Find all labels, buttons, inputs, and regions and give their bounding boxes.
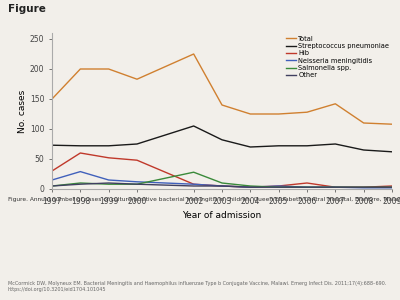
Salmonella spp. bbox=[248, 184, 253, 188]
Other bbox=[390, 185, 394, 189]
Salmonella spp. bbox=[78, 181, 83, 185]
Neisseria meningitidis bbox=[333, 185, 338, 189]
Total bbox=[78, 67, 83, 71]
Streptococcus pneumoniae bbox=[248, 145, 253, 149]
Hib bbox=[50, 169, 54, 173]
Total bbox=[106, 67, 111, 71]
Line: Neisseria meningitidis: Neisseria meningitidis bbox=[52, 172, 392, 188]
X-axis label: Year of admission: Year of admission bbox=[182, 211, 262, 220]
Streptococcus pneumoniae bbox=[134, 142, 140, 146]
Total bbox=[361, 121, 366, 125]
Line: Streptococcus pneumoniae: Streptococcus pneumoniae bbox=[52, 126, 392, 152]
Salmonella spp. bbox=[134, 182, 140, 186]
Hib bbox=[78, 151, 83, 155]
Total bbox=[333, 102, 338, 106]
Streptococcus pneumoniae bbox=[333, 142, 338, 146]
Hib bbox=[248, 185, 253, 189]
Other bbox=[305, 185, 310, 189]
Other bbox=[134, 182, 140, 186]
Total bbox=[276, 112, 281, 116]
Neisseria meningitidis bbox=[361, 186, 366, 190]
Neisseria meningitidis bbox=[220, 184, 224, 188]
Hib bbox=[390, 184, 394, 188]
Line: Hib: Hib bbox=[52, 153, 392, 187]
Total bbox=[305, 110, 310, 114]
Total bbox=[191, 52, 196, 56]
Salmonella spp. bbox=[50, 184, 54, 188]
Total bbox=[220, 103, 224, 107]
Text: Figure. Annual number of cases of culture-positive bacterial meningitis in child: Figure. Annual number of cases of cultur… bbox=[8, 196, 400, 202]
Neisseria meningitidis bbox=[276, 184, 281, 188]
Hib bbox=[134, 158, 140, 162]
Other bbox=[106, 181, 111, 185]
Neisseria meningitidis bbox=[305, 185, 310, 189]
Salmonella spp. bbox=[333, 185, 338, 189]
Salmonella spp. bbox=[390, 185, 394, 189]
Neisseria meningitidis bbox=[191, 182, 196, 186]
Line: Other: Other bbox=[52, 183, 392, 187]
Neisseria meningitidis bbox=[50, 178, 54, 182]
Total bbox=[248, 112, 253, 116]
Hib bbox=[220, 184, 224, 188]
Hib bbox=[333, 185, 338, 189]
Salmonella spp. bbox=[361, 185, 366, 189]
Total bbox=[50, 97, 54, 101]
Hib bbox=[276, 184, 281, 188]
Neisseria meningitidis bbox=[248, 185, 253, 189]
Streptococcus pneumoniae bbox=[191, 124, 196, 128]
Other bbox=[361, 185, 366, 189]
Salmonella spp. bbox=[191, 170, 196, 174]
Salmonella spp. bbox=[276, 185, 281, 189]
Hib bbox=[191, 182, 196, 186]
Total bbox=[134, 77, 140, 81]
Streptococcus pneumoniae bbox=[305, 144, 310, 148]
Y-axis label: No. cases: No. cases bbox=[18, 89, 27, 133]
Salmonella spp. bbox=[305, 185, 310, 189]
Streptococcus pneumoniae bbox=[78, 144, 83, 148]
Other bbox=[191, 184, 196, 188]
Line: Salmonella spp.: Salmonella spp. bbox=[52, 172, 392, 187]
Salmonella spp. bbox=[220, 181, 224, 185]
Salmonella spp. bbox=[106, 182, 111, 186]
Streptococcus pneumoniae bbox=[276, 144, 281, 148]
Neisseria meningitidis bbox=[106, 178, 111, 182]
Other bbox=[248, 185, 253, 189]
Other bbox=[333, 185, 338, 189]
Streptococcus pneumoniae bbox=[50, 143, 54, 147]
Legend: Total, Streptococcus pneumoniae, Hib, Neisseria meningitidis, Salmonella spp., O: Total, Streptococcus pneumoniae, Hib, Ne… bbox=[285, 34, 391, 80]
Text: Figure: Figure bbox=[8, 4, 46, 14]
Neisseria meningitidis bbox=[134, 180, 140, 184]
Streptococcus pneumoniae bbox=[106, 144, 111, 148]
Other bbox=[220, 184, 224, 188]
Neisseria meningitidis bbox=[78, 170, 83, 173]
Text: McCormick DW, Molyneux EM. Bacterial Meningitis and Haemophilus influenzae Type : McCormick DW, Molyneux EM. Bacterial Men… bbox=[8, 280, 386, 292]
Total bbox=[390, 122, 394, 126]
Streptococcus pneumoniae bbox=[220, 138, 224, 142]
Line: Total: Total bbox=[52, 54, 392, 124]
Other bbox=[50, 184, 54, 188]
Neisseria meningitidis bbox=[390, 186, 394, 190]
Hib bbox=[305, 181, 310, 185]
Hib bbox=[361, 185, 366, 189]
Streptococcus pneumoniae bbox=[361, 148, 366, 152]
Other bbox=[276, 185, 281, 189]
Streptococcus pneumoniae bbox=[390, 150, 394, 154]
Other bbox=[78, 182, 83, 186]
Hib bbox=[106, 156, 111, 160]
